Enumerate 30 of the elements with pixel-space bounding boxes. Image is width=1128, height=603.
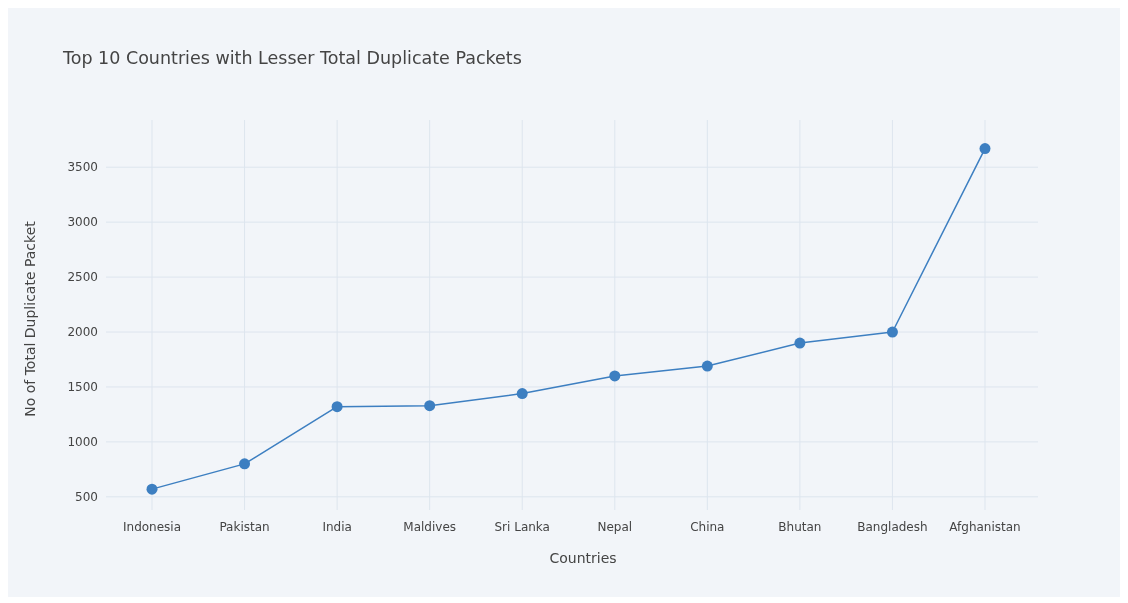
point bbox=[701, 360, 713, 372]
point bbox=[516, 388, 528, 400]
point bbox=[794, 337, 806, 349]
point bbox=[239, 458, 251, 470]
y-tick-label: 3000 bbox=[67, 215, 98, 230]
y-tick-label: 2000 bbox=[67, 325, 98, 340]
y-tick-label: 3500 bbox=[67, 160, 98, 175]
x-tick-label: Bhutan bbox=[778, 520, 822, 534]
point bbox=[146, 483, 158, 495]
point bbox=[886, 326, 898, 338]
x-axis-title: Countries bbox=[549, 550, 617, 566]
x-tick-label: Maldives bbox=[403, 520, 457, 534]
x-tick-label: Pakistan bbox=[219, 520, 270, 534]
x-tick-label: China bbox=[690, 520, 725, 534]
x-tick-label: Bangladesh bbox=[857, 520, 928, 534]
x-tick-label: Sri Lanka bbox=[494, 520, 550, 534]
point bbox=[609, 370, 621, 382]
y-tick-label: 1500 bbox=[67, 380, 98, 395]
y-tick-label: 2500 bbox=[67, 270, 98, 285]
x-tick-label: Afghanistan bbox=[949, 520, 1021, 534]
y-axis-title: No of Total Duplicate Packet bbox=[22, 220, 38, 417]
point bbox=[979, 143, 991, 155]
chart-title: Top 10 Countries with Lesser Total Duplicate Packets bbox=[62, 48, 522, 68]
x-tick-label: Nepal bbox=[597, 520, 633, 534]
point bbox=[424, 400, 436, 412]
x-tick-label: India bbox=[322, 520, 352, 534]
y-tick-label: 1000 bbox=[67, 435, 98, 450]
y-tick-label: 500 bbox=[75, 490, 98, 505]
point bbox=[331, 401, 343, 413]
x-tick-label: Indonesia bbox=[122, 520, 182, 534]
